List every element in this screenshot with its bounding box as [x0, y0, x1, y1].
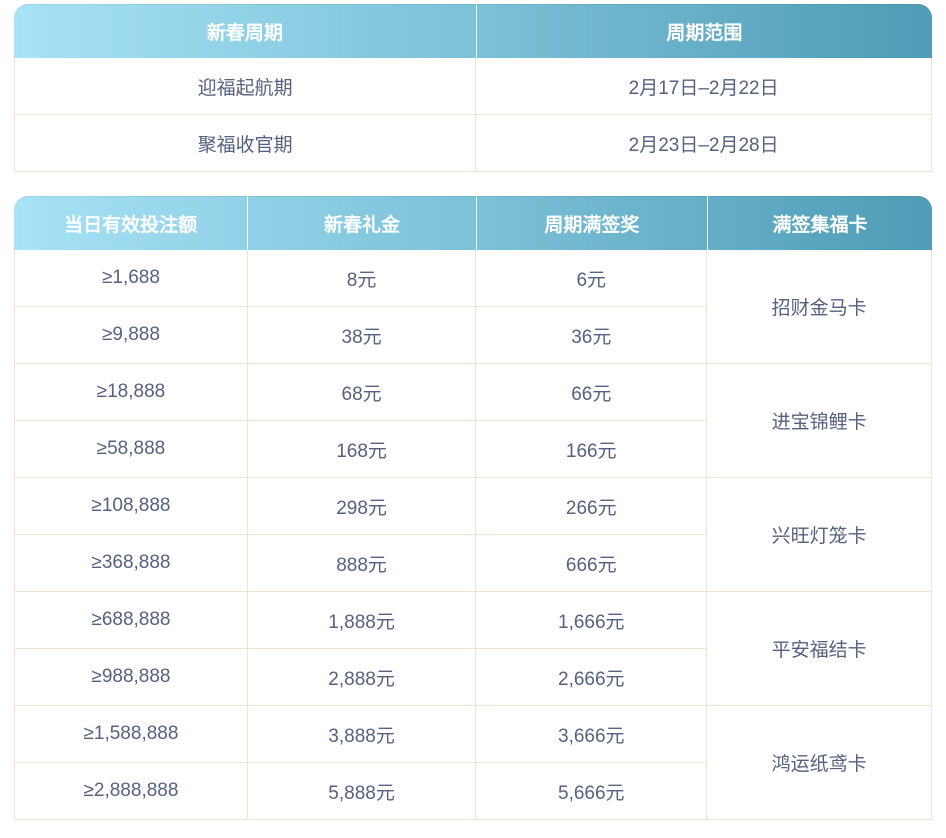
card-cell: 兴旺灯笼卡 [706, 477, 932, 592]
gift-cell: 38元 [246, 306, 477, 364]
bet-amount-cell: ≥1,588,888 [14, 705, 248, 763]
bonus-table-body: ≥1,688 8元 6元 招财金马卡 ≥9,888 38元 36元 ≥18,88… [14, 250, 932, 820]
gift-column-header: 新春礼金 [247, 196, 476, 250]
award-cell: 6元 [475, 250, 708, 307]
card-cell: 鸿运纸鸢卡 [706, 705, 932, 820]
card-cell: 招财金马卡 [706, 250, 932, 364]
cycle-name-cell: 迎福起航期 [13, 58, 477, 115]
table-row: ≥1,588,888 3,888元 3,666元 鸿运纸鸢卡 [14, 705, 932, 820]
table-row: ≥2,888,888 5,888元 5,666元 [14, 762, 932, 820]
bet-amount-cell: ≥108,888 [14, 477, 248, 535]
table-row: ≥58,888 168元 166元 [14, 420, 932, 478]
bet-amount-cell: ≥368,888 [14, 534, 248, 592]
table-row: ≥988,888 2,888元 2,666元 [14, 648, 932, 706]
award-cell: 5,666元 [475, 762, 708, 820]
bonus-table-header: 当日有效投注额 新春礼金 周期满签奖 满签集福卡 [14, 196, 932, 250]
table-row: ≥108,888 298元 266元 兴旺灯笼卡 [14, 477, 932, 592]
cycle-range-cell: 2月17日–2月22日 [475, 58, 932, 115]
gift-cell: 8元 [246, 250, 477, 307]
award-cell: 66元 [475, 363, 708, 421]
award-cell: 2,666元 [475, 648, 708, 706]
table-row: ≥1,688 8元 6元 招财金马卡 [14, 250, 932, 364]
gift-cell: 1,888元 [246, 591, 477, 649]
cycle-name-cell: 聚福收官期 [13, 114, 477, 172]
award-cell: 266元 [475, 477, 708, 535]
gift-cell: 888元 [246, 534, 477, 592]
gift-cell: 3,888元 [246, 705, 477, 763]
award-cell: 166元 [475, 420, 708, 478]
bet-amount-column-header: 当日有效投注额 [64, 214, 198, 236]
table-row: ≥18,888 68元 66元 进宝锦鲤卡 [14, 363, 932, 478]
card-cell: 平安福结卡 [706, 591, 932, 706]
card-column-header: 满签集福卡 [707, 196, 932, 250]
gift-cell: 168元 [246, 420, 477, 478]
award-cell: 1,666元 [475, 591, 708, 649]
cycle-award-column-header: 周期满签奖 [475, 196, 707, 250]
bonus-table: 当日有效投注额 新春礼金 周期满签奖 满签集福卡 ≥1,688 8元 6元 招财… [14, 196, 932, 820]
card-cell: 进宝锦鲤卡 [706, 363, 932, 478]
bet-amount-cell: ≥988,888 [14, 648, 248, 706]
cycle-table-body: 迎福起航期 2月17日–2月22日 聚福收官期 2月23日–2月28日 [13, 58, 932, 172]
bet-amount-cell: ≥18,888 [14, 363, 248, 421]
bet-amount-cell: ≥58,888 [14, 420, 248, 478]
award-cell: 666元 [475, 534, 708, 592]
bet-amount-cell: ≥2,888,888 [14, 762, 248, 820]
cycle-table-header: 新春周期 周期范围 [14, 4, 932, 58]
gift-cell: 2,888元 [246, 648, 477, 706]
range-column-header: 周期范围 [475, 4, 932, 58]
table-row: 聚福收官期 2月23日–2月28日 [13, 114, 932, 172]
cycle-table: 新春周期 周期范围 迎福起航期 2月17日–2月22日 聚福收官期 2月23日–… [13, 4, 932, 172]
gift-cell: 68元 [246, 363, 477, 421]
cycle-column-header: 新春周期 [206, 22, 283, 44]
bet-amount-cell: ≥688,888 [14, 591, 248, 649]
award-cell: 3,666元 [475, 705, 708, 763]
table-row: ≥688,888 1,888元 1,666元 平安福结卡 [14, 591, 932, 706]
table-row: ≥368,888 888元 666元 [14, 534, 932, 592]
gift-cell: 5,888元 [246, 762, 477, 820]
award-cell: 36元 [475, 306, 708, 364]
gift-cell: 298元 [246, 477, 477, 535]
table-row: 迎福起航期 2月17日–2月22日 [13, 58, 932, 115]
bet-amount-cell: ≥9,888 [14, 306, 248, 364]
table-row: ≥9,888 38元 36元 [14, 306, 932, 364]
cycle-range-cell: 2月23日–2月28日 [475, 114, 932, 172]
bet-amount-cell: ≥1,688 [14, 250, 248, 307]
